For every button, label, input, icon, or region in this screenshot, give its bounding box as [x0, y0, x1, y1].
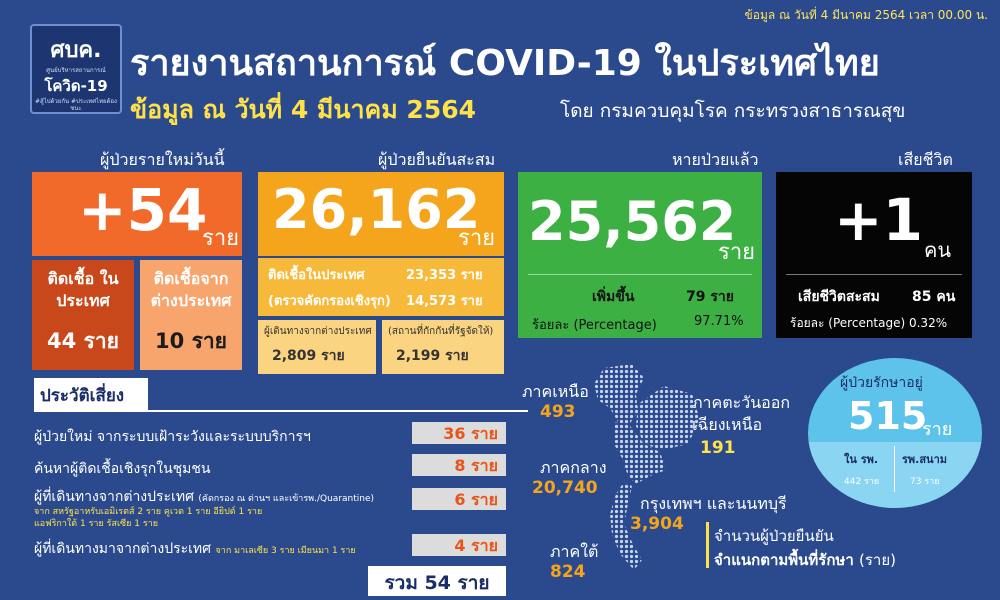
- risk-row-label: ผู้ป่วยใหม่ จากระบบเฝ้าระวังและระบบบริกา…: [34, 429, 311, 445]
- map-south-region: [610, 482, 642, 570]
- risk-row-label-text: ผู้ที่เดินทางจากต่างประเทศ: [34, 489, 194, 505]
- cumulative-detail: ติดเชื้อในประเทศ 23,353 ราย (ตรวจคัดกรอง…: [258, 258, 504, 316]
- treating-divider: [894, 446, 895, 492]
- map-caption-line2: จำแนกตามพื้นที่รักษา (ราย): [714, 548, 896, 572]
- cum-domestic-label: ติดเชื้อในประเทศ: [268, 268, 365, 283]
- cumulative-label: ผู้ป่วยยืนยันสะสม: [378, 150, 496, 169]
- recovered-divider: [528, 274, 752, 275]
- region-south-name: ภาคใต้: [550, 542, 599, 561]
- treating-value: 515: [848, 394, 928, 438]
- region-northeast-name: ภาคตะวันออก เฉียงเหนือ: [692, 393, 791, 434]
- cumulative-unit: ราย: [458, 226, 496, 251]
- recovered-card: 25,562 ราย เพิ่มขึ้น 79 ราย ร้อยละ (Perc…: [518, 172, 762, 338]
- deaths-label: เสียชีวิต: [898, 150, 953, 169]
- new-cases-label: ผู้ป่วยรายใหม่วันนี้: [100, 150, 225, 169]
- treating-unit: ราย: [922, 419, 953, 440]
- logo-org-name: ศูนย์บริหารสถานการณ์: [46, 67, 106, 74]
- risk-row-inline-note: จาก มาเลเซีย 3 ราย เมียนมา 1 ราย: [215, 546, 356, 556]
- map-caption-text: จำแนกตามพื้นที่รักษา: [714, 551, 854, 569]
- new-imported-title: ติดเชื้อจาก ต่างประเทศ: [150, 269, 232, 310]
- cum-travel-value: 2,809 ราย: [272, 348, 345, 364]
- recovered-pct-label: ร้อยละ (Percentage): [532, 318, 657, 333]
- new-cases-value: +54: [78, 176, 208, 244]
- cum-travel-card: ผู้เดินทางจากต่างประเทศ 2,809 ราย: [258, 320, 376, 374]
- page-subtitle: ข้อมูล ณ วันที่ 4 มีนาคม 2564: [130, 95, 477, 124]
- page-title: รายงานสถานการณ์ COVID-19 ในประเทศไทย: [130, 43, 880, 84]
- region-central-value: 20,740: [532, 478, 598, 498]
- cum-quarantine-card: (สถานที่กักกันที่รัฐจัดให้) 2,199 ราย: [382, 320, 504, 374]
- logo-covid-text: โควิด-19: [44, 77, 108, 96]
- risk-row-label-text: ผู้ที่เดินทางมาจากต่างประเทศ: [34, 541, 212, 557]
- caption-accent: [706, 522, 709, 568]
- deaths-card: +1 คน เสียชีวิตสะสม 85 คน ร้อยละ (Percen…: [776, 172, 972, 338]
- recovered-value: 25,562: [528, 190, 737, 253]
- risk-row-label: ผู้ที่เดินทางมาจากต่างประเทศ จาก มาเลเซี…: [34, 538, 356, 560]
- recovered-pct-value: 97.71%: [694, 314, 744, 329]
- recovered-unit: ราย: [718, 240, 756, 265]
- risk-row-note: แอฟริกาใต้ 1 ราย รัสเซีย 1 ราย: [34, 519, 159, 529]
- risk-row-inline-note: (คัดกรอง ณ ด่านฯ และเข้ารพ./Quarantine): [198, 494, 375, 504]
- recovered-label: หายป่วยแล้ว: [672, 150, 759, 169]
- risk-row-label: ผู้ที่เดินทางจากต่างประเทศ (คัดกรอง ณ ด่…: [34, 486, 374, 508]
- cum-travel-label: ผู้เดินทางจากต่างประเทศ: [264, 326, 372, 337]
- cum-proactive-label: (ตรวจคัดกรองเชิงรุก): [268, 294, 391, 309]
- map-north-region: [594, 364, 644, 426]
- cum-quarantine-label: (สถานที่กักกันที่รัฐจัดให้): [388, 326, 494, 337]
- new-domestic-value: 44 ราย: [47, 329, 119, 354]
- report-timestamp: ข้อมูล ณ วันที่ 4 มีนาคม 2564 เวลา 00.00…: [744, 8, 988, 22]
- risk-total: รวม 54 ราย: [368, 566, 506, 596]
- deaths-cum-value: 85 คน: [912, 289, 956, 305]
- region-bangkok-value: 3,904: [630, 514, 684, 534]
- map-caption-unit: (ราย): [858, 551, 896, 569]
- new-domestic-card: ติดเชื้อ ในประเทศ 44 ราย: [32, 260, 134, 370]
- cumulative-value: 26,162: [272, 178, 481, 241]
- new-imported-card: ติดเชื้อจาก ต่างประเทศ 10 ราย: [140, 260, 242, 370]
- cumulative-card: 26,162 ราย: [258, 172, 504, 256]
- region-bangkok-name: กรุงเทพฯ และนนทบุรี: [640, 494, 787, 513]
- treating-breakdown: ใน รพ. 442 ราย รพ.สนาม 73 ราย: [808, 442, 982, 508]
- deaths-divider: [786, 274, 962, 275]
- new-domestic-title: ติดเชื้อ ในประเทศ: [47, 269, 119, 310]
- treating-field-label: รพ.สนาม: [902, 453, 947, 466]
- new-cases-card: +54 ราย: [32, 172, 242, 256]
- cum-proactive-value: 14,573 ราย: [406, 294, 483, 309]
- logo-tagline: #สู้ไปด้วยกัน #ประเทศไทยต้องชนะ: [35, 98, 117, 113]
- region-central-name: ภาคกลาง: [540, 458, 607, 477]
- risk-row-value: 8 ราย: [412, 454, 506, 476]
- map-northeast-region: [636, 386, 700, 450]
- risk-row-note: จาก สหรัฐอาหรับเอมิเรตส์ 2 ราย คูเวต 1 ร…: [34, 507, 263, 517]
- region-north-name: ภาคเหนือ: [522, 382, 589, 401]
- deaths-unit: คน: [924, 238, 952, 262]
- treating-hospital-value: 442 ราย: [844, 477, 880, 487]
- risk-history-title: ประวัติเสี่ยง: [40, 386, 125, 406]
- region-south-value: 824: [550, 562, 586, 582]
- cum-quarantine-value: 2,199 ราย: [396, 348, 469, 364]
- logo-mark: ศบค.: [50, 38, 102, 63]
- new-cases-unit: ราย: [202, 226, 240, 251]
- thailand-map: [594, 364, 700, 570]
- region-northeast-value: 191: [700, 438, 736, 458]
- map-caption-line1: จำนวนผู้ป่วยยืนยัน: [714, 527, 834, 545]
- map-central-region: [614, 422, 666, 484]
- treating-label: ผู้ป่วยรักษาอยู่: [840, 375, 923, 391]
- new-imported-value: 10 ราย: [155, 329, 227, 354]
- recovered-increase-label: เพิ่มขึ้น: [592, 289, 635, 305]
- deaths-pct: ร้อยละ (Percentage) 0.32%: [790, 316, 948, 330]
- risk-row-value: 4 ราย: [412, 534, 506, 556]
- risk-row-value: 36 ราย: [412, 422, 506, 444]
- data-source: โดย กรมควบคุมโรค กระทรวงสาธารณสุข: [560, 100, 906, 122]
- treating-field-value: 73 ราย: [910, 477, 940, 487]
- treating-circle: ผู้ป่วยรักษาอยู่ 515 ราย ใน รพ. 442 ราย …: [808, 358, 982, 508]
- risk-row-value: 6 ราย: [412, 488, 506, 510]
- risk-divider: [34, 410, 528, 412]
- recovered-increase-value: 79 ราย: [686, 289, 734, 305]
- deaths-cum-label: เสียชีวิตสะสม: [798, 289, 880, 305]
- treating-hospital-label: ใน รพ.: [844, 453, 879, 466]
- cum-domestic-value: 23,353 ราย: [406, 268, 483, 283]
- risk-history-header: ประวัติเสี่ยง: [34, 378, 148, 410]
- ccsa-logo: ศบค. ศูนย์บริหารสถานการณ์ โควิด-19 #สู้ไ…: [30, 24, 122, 114]
- region-north-value: 493: [540, 402, 576, 422]
- risk-row-label: ค้นหาผู้ติดเชื้อเชิงรุกในชุมชน: [34, 461, 211, 477]
- deaths-value: +1: [834, 186, 923, 254]
